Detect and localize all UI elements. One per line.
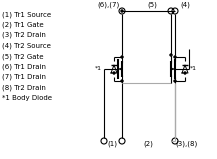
Text: (4) Tr2 Source: (4) Tr2 Source [2, 42, 51, 49]
Text: *1: *1 [95, 66, 102, 70]
Circle shape [170, 54, 172, 56]
Text: *1: *1 [190, 66, 197, 70]
Text: (3) Tr2 Drain: (3) Tr2 Drain [2, 32, 46, 38]
Text: (6) Tr1 Drain: (6) Tr1 Drain [2, 63, 46, 70]
Circle shape [184, 72, 186, 74]
Text: (4): (4) [180, 1, 190, 7]
Circle shape [174, 56, 176, 58]
Text: (8) Tr2 Drain: (8) Tr2 Drain [2, 84, 46, 91]
Circle shape [121, 10, 123, 12]
Circle shape [121, 56, 123, 58]
Text: (5) Tr2 Gate: (5) Tr2 Gate [2, 53, 43, 59]
Circle shape [113, 72, 115, 74]
Text: (5): (5) [147, 1, 157, 7]
Text: (1): (1) [107, 141, 117, 147]
Circle shape [174, 80, 176, 82]
Text: *1 Body Diode: *1 Body Diode [2, 95, 52, 101]
Text: (7) Tr1 Drain: (7) Tr1 Drain [2, 74, 46, 80]
Text: (2) Tr1 Gate: (2) Tr1 Gate [2, 21, 44, 28]
Text: (1) Tr1 Source: (1) Tr1 Source [2, 11, 51, 17]
Text: (3),(8): (3),(8) [176, 141, 198, 147]
Text: (6),(7): (6),(7) [97, 1, 119, 7]
Circle shape [121, 80, 123, 82]
Text: (2): (2) [143, 141, 153, 147]
